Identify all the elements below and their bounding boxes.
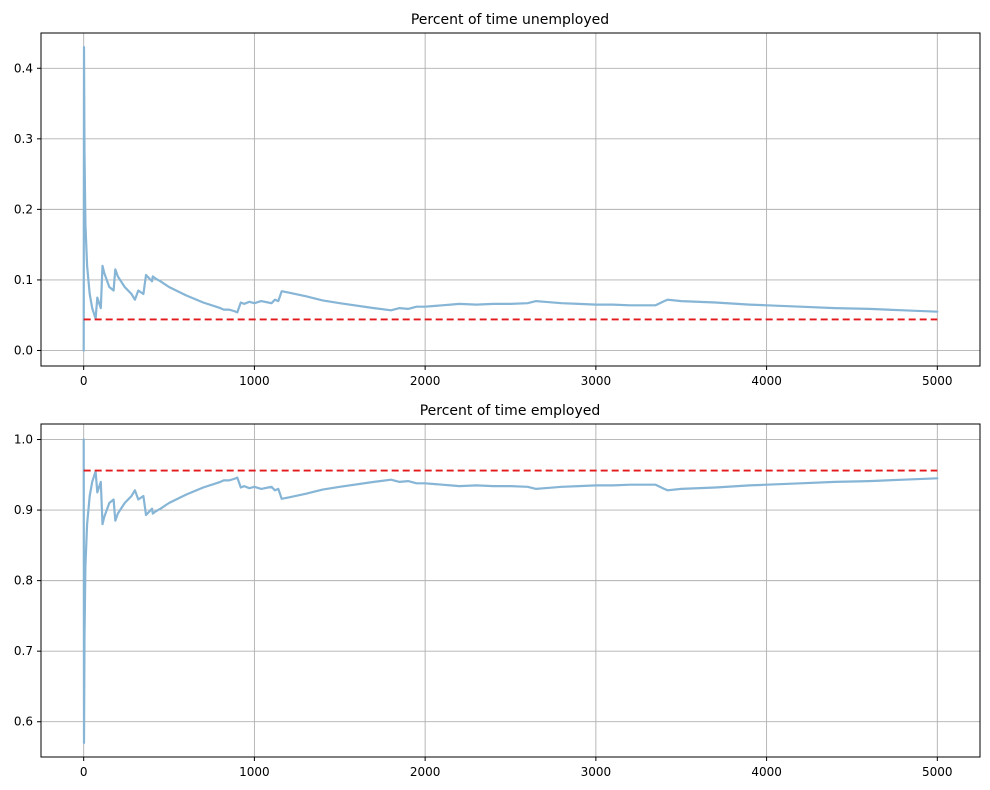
- series-line: [82, 438, 939, 745]
- x-tick-label: 1000: [239, 765, 270, 779]
- x-tick-label: 3000: [581, 765, 612, 779]
- y-tick-label: 0.8: [14, 574, 33, 588]
- plot-frame: [40, 423, 981, 758]
- y-tick-label: 0.0: [14, 343, 33, 357]
- y-tick-label: 0.9: [14, 503, 33, 517]
- x-tick-label: 3000: [581, 374, 612, 388]
- x-tick-label: 2000: [410, 374, 441, 388]
- chart-title: Percent of time employed: [420, 403, 601, 419]
- x-tick-label: 1000: [239, 374, 270, 388]
- y-tick-label: 0.1: [14, 273, 33, 287]
- y-tick-label: 0.4: [14, 61, 33, 75]
- plot-frame: [40, 32, 981, 367]
- x-tick-label: 0: [80, 765, 88, 779]
- x-tick-label: 4000: [751, 765, 782, 779]
- x-tick-label: 5000: [922, 765, 953, 779]
- x-tick-label: 5000: [922, 374, 953, 388]
- series-line: [82, 45, 939, 352]
- x-tick-label: 4000: [751, 374, 782, 388]
- y-tick-label: 1.0: [14, 433, 33, 447]
- y-tick-label: 0.2: [14, 202, 33, 216]
- y-tick-label: 0.6: [14, 715, 33, 729]
- chart-panel-employed: Percent of time employed 0 1000 2000 3000 40…: [14, 403, 981, 779]
- y-tick-label: 0.7: [14, 644, 33, 658]
- y-tick-label: 0.3: [14, 132, 33, 146]
- chart-panel-unemployed: Percent of time unemployed 0 1000 2000 3000…: [14, 12, 981, 388]
- x-tick-label: 2000: [410, 765, 441, 779]
- chart-title: Percent of time unemployed: [411, 12, 609, 28]
- x-tick-label: 0: [80, 374, 88, 388]
